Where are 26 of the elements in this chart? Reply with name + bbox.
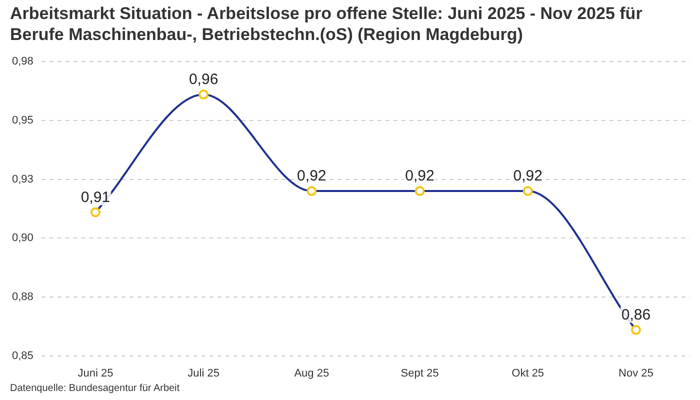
point bbox=[90, 207, 100, 218]
y-tick-label: 0,90 bbox=[12, 232, 34, 244]
y-tick-label: 0,88 bbox=[12, 290, 34, 303]
data-label: 0,92 bbox=[297, 168, 326, 185]
data-label: 0,96 bbox=[188, 71, 218, 88]
text: Datenquelle: Bundesagentur für Arbeit bbox=[9, 383, 181, 394]
y-tick-label: 0,95 bbox=[12, 114, 34, 126]
point bbox=[198, 90, 209, 100]
x-tick-label: Aug 25 bbox=[294, 367, 330, 380]
data-label: 0,92 bbox=[513, 168, 542, 185]
y-tick-label: 0,85 bbox=[12, 350, 34, 362]
x-tick-label: Nov 25 bbox=[618, 367, 654, 380]
data-label: 0,86 bbox=[621, 306, 651, 324]
y-tick-label: 0,93 bbox=[12, 173, 34, 186]
point bbox=[306, 186, 317, 196]
x-tick-label: Sept 25 bbox=[400, 367, 439, 380]
point bbox=[522, 186, 533, 196]
data-label: 0,91 bbox=[80, 188, 110, 206]
point bbox=[414, 186, 425, 196]
chart-title: Arbeitsmarkt Situation - Arbeitslose pro offene Stelle: Juni 2025 - Nov 2025 für Berufe Maschinenbau-, Betriebstechn.(oS) (Region Magdeburg) bbox=[9, 3, 644, 46]
y-tick-label: 0,98 bbox=[12, 56, 34, 68]
data-label: 0,92 bbox=[405, 168, 434, 185]
x-tick-label: Juni 25 bbox=[78, 367, 114, 380]
x-tick-label: Okt 25 bbox=[512, 367, 544, 380]
x-tick-label: Juli 25 bbox=[188, 367, 220, 380]
point bbox=[630, 324, 641, 335]
